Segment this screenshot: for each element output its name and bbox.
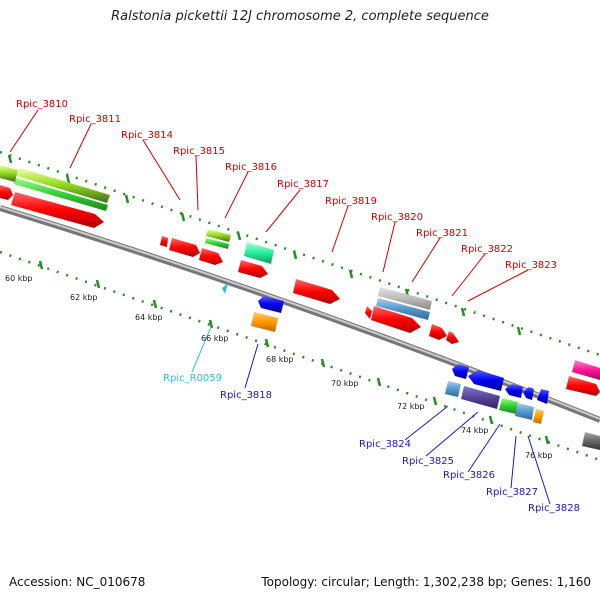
inner-tick-track (0, 250, 600, 462)
gene-label[interactable]: Rpic_3821 (416, 228, 468, 239)
outer-tick-track (0, 150, 600, 357)
scale-label: 66 kbp (201, 334, 229, 343)
gene-label[interactable]: Rpic_R0059 (163, 373, 222, 384)
scale-label: 64 kbp (135, 313, 163, 322)
gene-feature-3815b (205, 238, 229, 249)
gene-label[interactable]: Rpic_3828 (528, 503, 580, 514)
gene-label[interactable]: Rpic_3825 (402, 456, 454, 467)
gene-label[interactable]: Rpic_3815 (173, 146, 225, 157)
gene-feature-3811-top (17, 168, 110, 203)
reverse-leader-lines (191, 326, 551, 505)
gene-feature-3810 (0, 165, 18, 182)
scale-label: 74 kbp (461, 426, 489, 435)
scale-label: 68 kbp (266, 355, 294, 364)
gene-feature-3818-blue (258, 296, 284, 313)
gene-feature-3816 (244, 242, 274, 264)
forward-leader-lines (9, 109, 529, 302)
gene-feature-3815 (206, 229, 231, 242)
gene-label[interactable]: Rpic_3822 (461, 244, 513, 255)
scale-label: 60 kbp (5, 274, 33, 283)
gene-feature-3811-bottom (14, 178, 108, 211)
forward-outer-genes (0, 165, 600, 380)
scale-label: 76 kbp (525, 451, 553, 460)
gene-label[interactable]: Rpic_3826 (443, 470, 495, 481)
gene-label[interactable]: Rpic_3814 (121, 130, 173, 141)
forward-red-genes (0, 185, 600, 396)
gene-label[interactable]: Rpic_3823 (505, 260, 557, 271)
gene-label[interactable]: Rpic_3819 (325, 196, 377, 207)
gene-feature-3818-orange (251, 312, 278, 332)
gene-label[interactable]: Rpic_3810 (16, 99, 68, 110)
gene-label[interactable]: Rpic_3811 (69, 114, 121, 125)
accession-text: Accession: NC_010678 (9, 575, 146, 589)
gene-label[interactable]: Rpic_3818 (220, 390, 272, 401)
gene-label[interactable]: Rpic_3820 (371, 212, 423, 223)
scale-label: 70 kbp (331, 379, 359, 388)
gene-label[interactable]: Rpic_3824 (359, 439, 411, 450)
scale-label: 62 kbp (70, 293, 98, 302)
topology-summary: Topology: circular; Length: 1,302,238 bp… (261, 575, 591, 589)
reverse-genes (222, 283, 600, 450)
scale-label: 72 kbp (397, 402, 425, 411)
gene-label[interactable]: Rpic_3827 (486, 487, 538, 498)
gene-label[interactable]: Rpic_3816 (225, 162, 277, 173)
map-title: Ralstonia pickettii 12J chromosome 2, co… (111, 9, 489, 24)
gene-feature-3829 (572, 360, 600, 380)
gene-feature-3820-top (378, 287, 432, 310)
gene-feature-3820-bottom (376, 298, 430, 320)
gene-label[interactable]: Rpic_3817 (277, 179, 329, 190)
